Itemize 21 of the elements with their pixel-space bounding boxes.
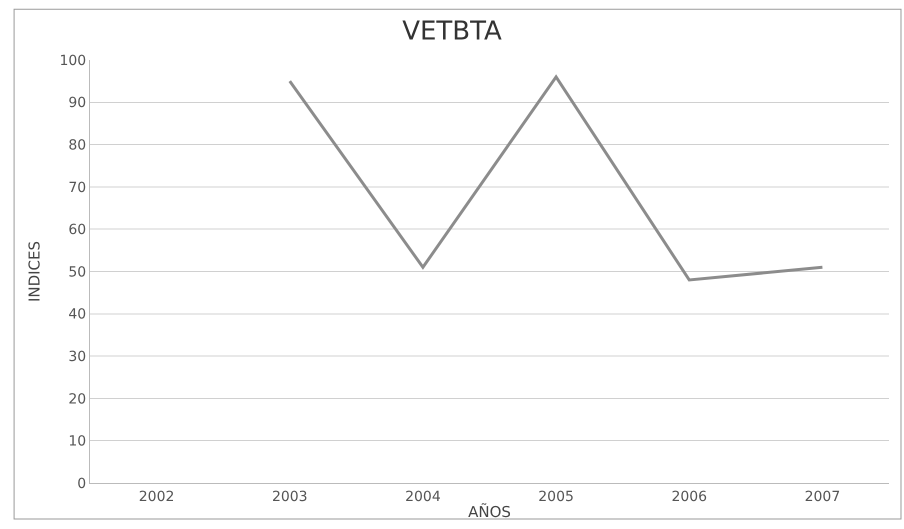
x-tick-label: 2003 (272, 488, 308, 505)
x-tick-label: 2002 (138, 488, 174, 505)
x-tick-label: 2005 (538, 488, 574, 505)
y-tick-label: 80 (68, 138, 86, 154)
y-tick-label: 10 (68, 434, 86, 450)
y-tick-label: 0 (77, 476, 86, 492)
y-tick-label: 60 (68, 222, 86, 238)
y-axis-title: INDICES (26, 240, 44, 302)
chart-title: VETBTA (402, 16, 502, 46)
x-tick-label: 2006 (671, 488, 708, 505)
y-tick-label: 50 (68, 264, 86, 280)
y-tick-label: 70 (68, 180, 86, 196)
line-series (288, 75, 824, 282)
y-tick-label: 30 (68, 349, 86, 365)
y-tick-label: 100 (59, 52, 86, 69)
y-tick-label: 90 (68, 95, 86, 112)
x-tick-label: 2007 (804, 488, 840, 505)
x-axis-title: AÑOS (468, 502, 511, 521)
x-tick-label: 2004 (405, 488, 441, 505)
y-tick-label: 40 (68, 306, 86, 323)
y-tick-label: 20 (68, 391, 86, 408)
